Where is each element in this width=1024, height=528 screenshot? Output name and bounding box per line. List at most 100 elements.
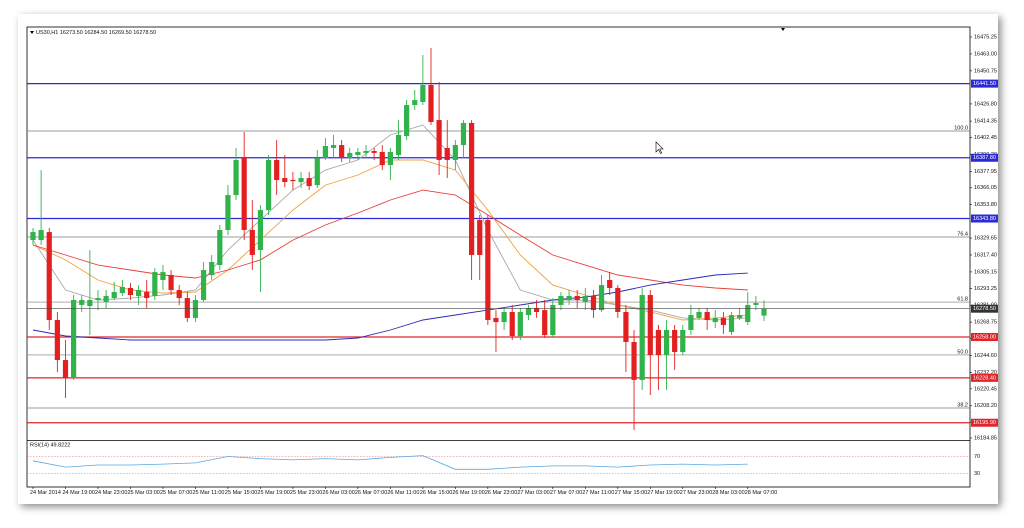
candle-body: [404, 105, 410, 137]
candle-body: [501, 312, 507, 323]
candle-body: [274, 159, 280, 180]
candle-body: [485, 220, 491, 321]
candle-body: [257, 210, 264, 251]
menu-arrow: [30, 31, 34, 34]
x-tick-label: 25 Mar 11:00: [192, 490, 224, 496]
candle-body: [339, 145, 345, 159]
rsi-tick-label: 70: [974, 454, 980, 460]
candle-body: [582, 295, 588, 302]
x-tick-label: 26 Mar 03:00: [322, 490, 354, 496]
x-tick-label: 26 Mar 19:00: [452, 490, 484, 496]
candle-body: [728, 315, 735, 333]
candle-body: [493, 317, 499, 323]
y-tick-label: 16366.05: [974, 185, 997, 191]
candle-body: [412, 100, 418, 106]
y-tick-label: 16414.35: [974, 119, 997, 125]
y-tick-label: 16184.85: [974, 435, 997, 441]
candle-body: [168, 274, 174, 291]
level-label: 16258.00: [973, 334, 996, 340]
fib-ratio-label: 100.0: [954, 125, 968, 131]
plot-frame: [26, 26, 971, 488]
candle-body: [737, 315, 743, 318]
x-tick-label: 25 Mar 23:00: [290, 490, 322, 496]
candle-body: [590, 295, 597, 311]
level-label: 16343.80: [973, 216, 996, 222]
candle-body: [680, 329, 686, 353]
candle-body: [79, 299, 85, 305]
candle-body: [200, 270, 207, 300]
candle-body: [712, 317, 718, 323]
candle-body: [298, 178, 304, 183]
candle-body: [152, 272, 158, 296]
candle-body: [330, 145, 337, 148]
level-tag: [971, 373, 998, 382]
y-tick-label: 16317.40: [974, 252, 997, 258]
x-tick-label: 25 Mar 07:00: [160, 490, 192, 496]
candle-body: [550, 304, 556, 336]
level-label: 16195.90: [973, 420, 996, 426]
candle-body: [469, 122, 475, 255]
candle-body: [647, 295, 653, 356]
moving-average: [32, 189, 748, 291]
x-tick-label: 28 Mar 07:00: [745, 490, 777, 496]
candle-body: [720, 317, 726, 325]
y-tick-label: 16305.15: [974, 269, 997, 275]
candle-body: [631, 341, 637, 380]
x-tick-label: 27 Mar 23:00: [680, 490, 712, 496]
candle-body: [103, 295, 109, 302]
candle-body: [371, 150, 377, 153]
candle-body: [282, 178, 288, 183]
candle-body: [30, 232, 36, 241]
candle-body: [639, 295, 645, 380]
candle-body: [696, 312, 702, 318]
moving-average: [32, 124, 748, 321]
level-tag: [971, 214, 998, 223]
candle-body: [517, 312, 523, 337]
candle-body: [46, 232, 52, 321]
y-tick-label: 16293.25: [974, 286, 997, 292]
y-tick-label: 16463.00: [974, 51, 997, 57]
candle-body: [290, 179, 296, 182]
x-tick-label: 24 Mar 19:00: [62, 490, 94, 496]
level-tag: [971, 418, 998, 427]
candle-body: [607, 279, 613, 288]
x-tick-label: 26 Mar 07:00: [355, 490, 387, 496]
moving-average: [32, 272, 748, 341]
y-tick-label: 16232.20: [974, 370, 997, 376]
x-tick-label: 24 Mar 2014: [30, 490, 61, 496]
candle-body: [363, 150, 369, 153]
candle-body: [452, 145, 458, 160]
candle-body: [233, 159, 239, 196]
level-label: 16441.50: [973, 81, 996, 87]
candle-body: [87, 299, 93, 307]
x-tick-label: 27 Mar 15:00: [615, 490, 647, 496]
candle-body: [509, 312, 515, 337]
candle-body: [533, 307, 540, 313]
level-label: 16228.40: [973, 375, 996, 381]
fib-ratio-label: 61.8: [957, 297, 968, 303]
mouse-cursor: [655, 141, 664, 154]
candle-body: [663, 329, 670, 356]
last-price-label: 16278.50: [973, 306, 996, 312]
candle-body: [119, 287, 125, 294]
y-tick-label: 16268.75: [974, 320, 997, 326]
level-tag: [971, 332, 998, 341]
candle-body: [542, 310, 548, 336]
candle-body: [745, 304, 751, 323]
fib-ratio-label: 50.0: [957, 349, 968, 355]
y-tick-label: 16475.25: [974, 34, 997, 40]
y-tick-label: 16208.20: [974, 403, 997, 409]
candle-body: [615, 287, 621, 313]
candle-body: [655, 329, 662, 356]
candle-body: [111, 291, 117, 299]
candle-body: [95, 298, 101, 300]
y-tick-label: 16353.80: [974, 202, 997, 208]
candle-body: [54, 320, 60, 361]
y-tick-label: 16220.45: [974, 386, 997, 392]
fib-ratio-label: 38.2: [957, 402, 968, 408]
candle-body: [477, 220, 483, 255]
x-tick-label: 27 Mar 11:00: [582, 490, 614, 496]
y-tick-label: 16426.80: [974, 101, 997, 107]
candle-body: [460, 122, 467, 146]
